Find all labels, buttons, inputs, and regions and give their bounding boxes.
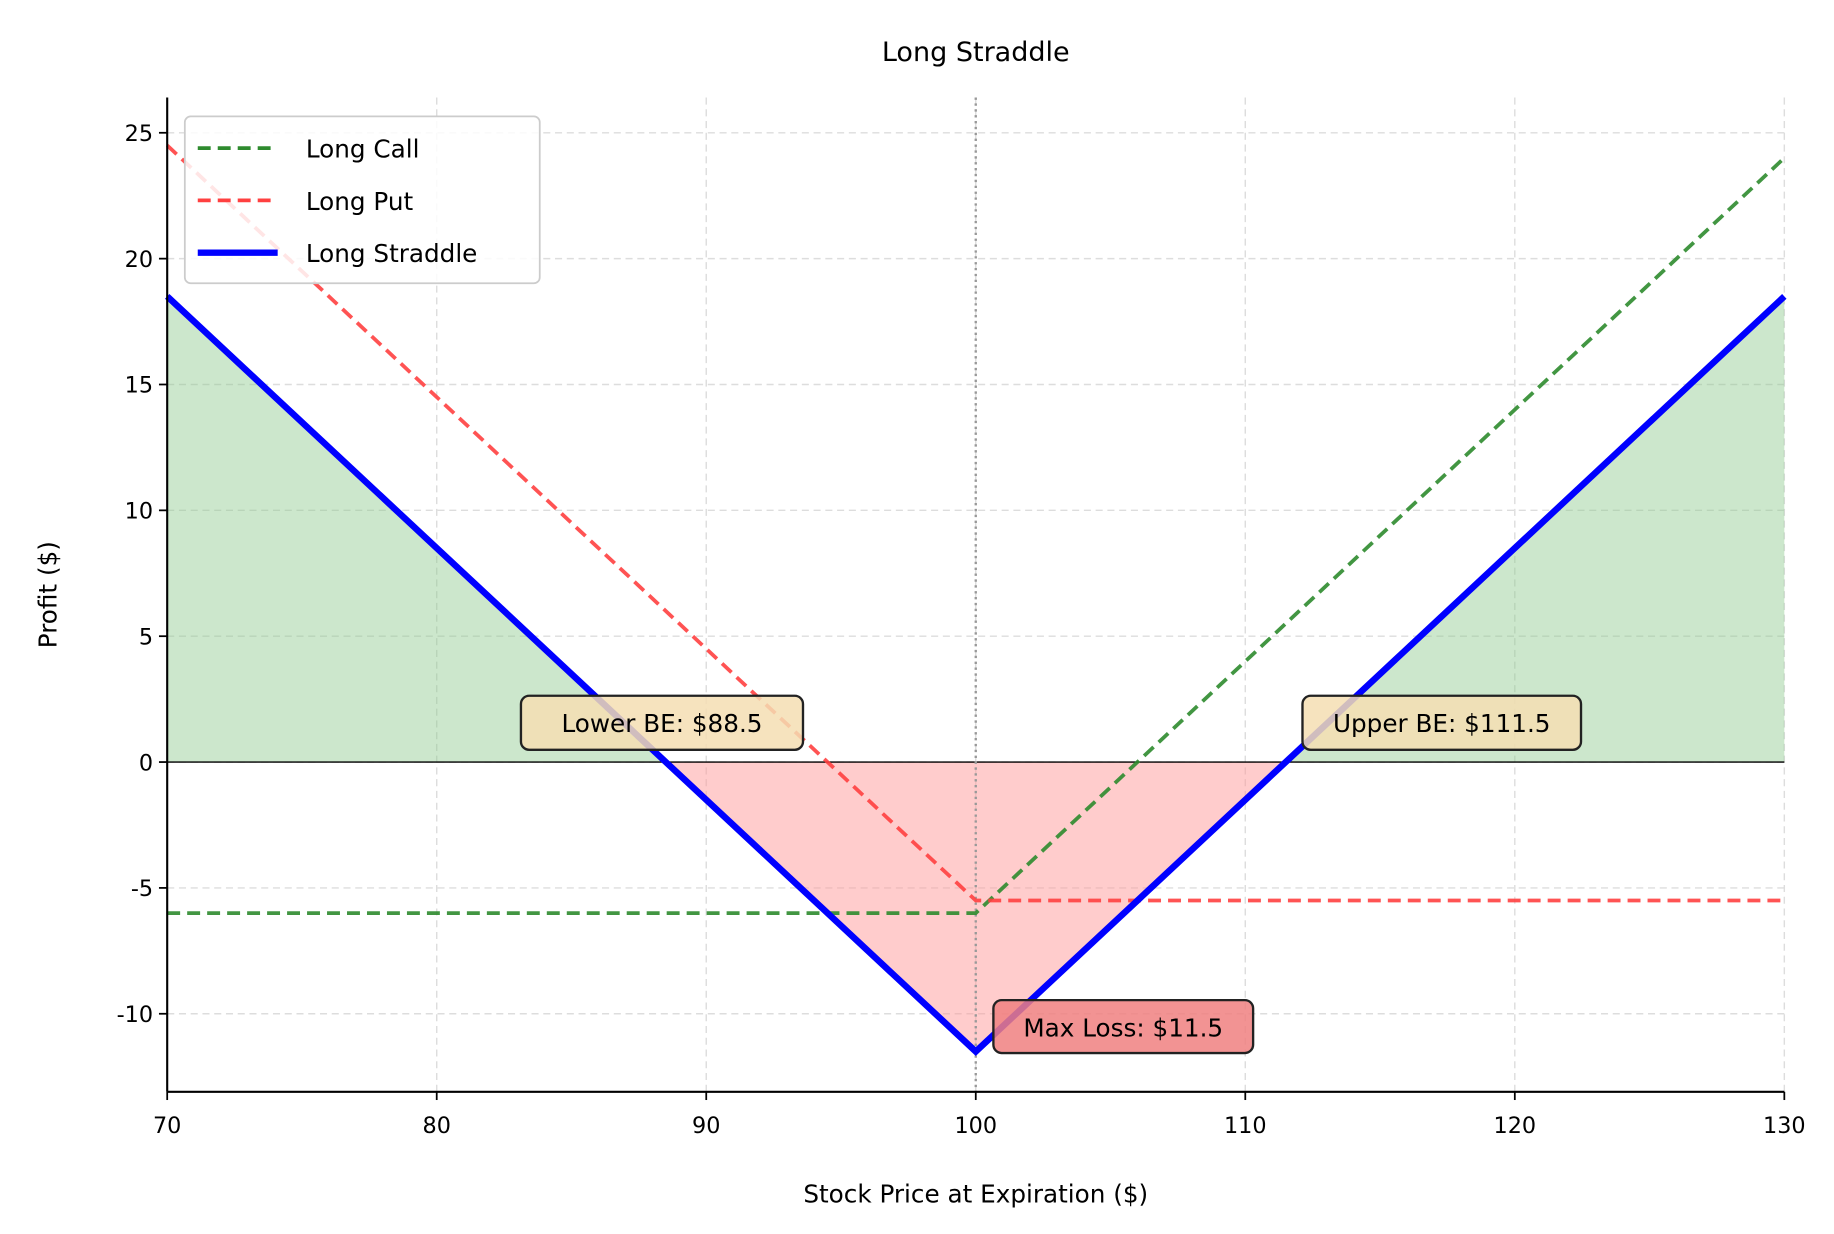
x-tick-label: 130 — [1763, 1113, 1806, 1139]
y-tick-label: -10 — [117, 1002, 153, 1028]
y-tick-label: 0 — [139, 750, 153, 776]
x-tick-label: 80 — [423, 1113, 451, 1139]
series-line-long-put — [165, 143, 1785, 903]
annotation-box — [992, 998, 1255, 1055]
y-tick-label: 20 — [125, 247, 153, 273]
x-tick-label: 100 — [954, 1113, 997, 1139]
y-tick-label: 5 — [139, 624, 153, 650]
legend-label: Long Put — [306, 187, 414, 216]
legend — [183, 115, 541, 285]
x-tick-label: 120 — [1494, 1113, 1537, 1139]
chart-title: Long Straddle — [882, 37, 1070, 68]
annotation-label: Upper BE: $111.5 — [1333, 709, 1551, 738]
y-axis-label: Profit ($) — [34, 541, 63, 648]
annotation-box — [1301, 694, 1583, 751]
loss-fill — [665, 762, 1286, 1052]
annotation-label: Max Loss: $11.5 — [1023, 1014, 1223, 1043]
x-tick-label: 70 — [153, 1113, 181, 1139]
x-axis-label: Stock Price at Expiration ($) — [803, 1179, 1148, 1208]
y-tick-label: 10 — [125, 499, 153, 525]
annotation-box — [519, 694, 805, 751]
y-tick-label: 15 — [125, 373, 153, 399]
x-tick-label: 90 — [692, 1113, 720, 1139]
legend-label: Long Call — [306, 134, 420, 163]
series-line-long-straddle — [164, 294, 1787, 1056]
annotation-label: Lower BE: $88.5 — [561, 709, 762, 738]
series-line-long-call — [167, 156, 1786, 915]
y-tick-label: 25 — [125, 121, 153, 147]
x-tick-label: 110 — [1224, 1113, 1267, 1139]
legend-label: Long Straddle — [306, 239, 477, 268]
y-tick-label: -5 — [131, 876, 153, 902]
